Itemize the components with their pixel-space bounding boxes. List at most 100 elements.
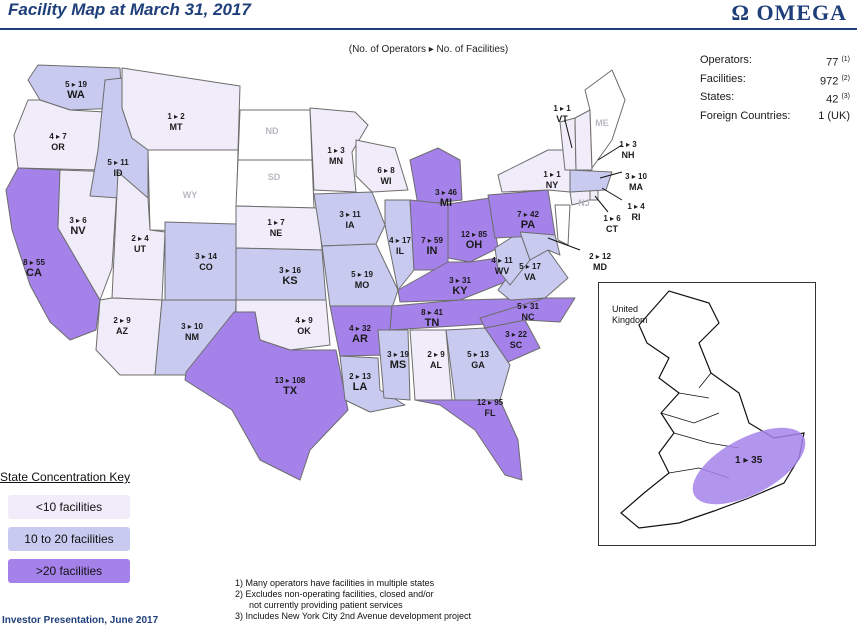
state-abbr: TN	[424, 317, 440, 329]
stat-label: States:	[700, 91, 735, 104]
state-abbr: CA	[26, 267, 42, 279]
state-abbr: OR	[51, 142, 65, 152]
state-label-nd: ND	[266, 126, 279, 136]
stat-value: 1 (UK)	[818, 109, 850, 122]
state-abbr: MO	[354, 280, 370, 290]
state-counts: 5 ▸ 13	[467, 350, 489, 359]
footnote-line: 2) Excludes non-operating facilities, cl…	[235, 589, 434, 599]
state-label-nh: 1 ▸ 3 NH	[619, 140, 636, 160]
state-abbr: TX	[282, 385, 298, 397]
state-counts: 3 ▸ 19	[387, 350, 409, 359]
state-counts: 4 ▸ 9	[295, 316, 313, 325]
state-label-id: 5 ▸ 11 ID	[107, 158, 128, 178]
state-label-vt: 1 ▸ 1 VT	[553, 104, 570, 124]
state-counts: 1 ▸ 3	[619, 140, 637, 149]
state-counts: 7 ▸ 42	[517, 210, 539, 219]
state-abbr: OH	[465, 239, 483, 251]
state-mt	[121, 67, 241, 151]
logo-text: OMEGA	[756, 0, 847, 25]
state-sd	[235, 159, 315, 209]
state-label-ma: 3 ▸ 10 MA	[625, 172, 647, 192]
state-counts: 3 ▸ 10	[625, 172, 647, 181]
state-abbr: RI	[631, 212, 641, 222]
state-abbr: WV	[494, 266, 510, 276]
stat-row: States: 42 (3)	[700, 89, 850, 108]
state-label-mn: 1 ▸ 3 MN	[327, 146, 344, 166]
state-abbr: SC	[509, 340, 523, 350]
state-counts: 3 ▸ 46	[435, 188, 457, 197]
state-label-nv: 3 ▸ 6 NV	[69, 216, 86, 237]
state-abbr: AR	[352, 333, 368, 345]
state-mn	[309, 107, 369, 193]
state-abbr: WY	[182, 190, 198, 200]
state-label-ar: 4 ▸ 32 AR	[349, 324, 371, 345]
state-abbr: MT	[169, 122, 183, 132]
state-abbr: SD	[267, 172, 281, 182]
state-counts: 5 ▸ 11	[107, 158, 129, 167]
state-label-ms: 3 ▸ 19 MS	[387, 350, 409, 371]
state-label-ny: 1 ▸ 1 NY	[543, 170, 560, 190]
state-abbr: WI	[380, 176, 392, 186]
uk-label: United Kingdom	[612, 304, 648, 325]
state-counts: 1 ▸ 1	[543, 170, 561, 179]
footnotes: 1) Many operators have facilities in mul…	[235, 578, 471, 622]
state-counts: 4 ▸ 32	[349, 324, 371, 333]
state-ga	[445, 327, 511, 401]
state-label-sc: 3 ▸ 22 SC	[505, 330, 527, 350]
state-label-wi: 6 ▸ 8 WI	[377, 166, 394, 186]
stat-label: Foreign Countries:	[700, 109, 791, 122]
state-label-ut: 2 ▸ 4 UT	[131, 234, 148, 254]
state-counts: 4 ▸ 17	[389, 236, 411, 245]
key-item-mid: 10 to 20 facilities	[8, 527, 130, 551]
state-abbr: AL	[429, 360, 442, 370]
state-abbr: MN	[328, 156, 343, 166]
state-abbr: MD	[593, 262, 607, 272]
state-counts: 2 ▸ 9	[427, 350, 445, 359]
state-abbr: NM	[185, 332, 199, 342]
state-counts: 2 ▸ 9	[113, 316, 131, 325]
state-label-wa: 5 ▸ 19 WA	[65, 80, 87, 101]
state-label-az: 2 ▸ 9 AZ	[113, 316, 130, 336]
state-abbr: IL	[396, 246, 404, 256]
state-label-co: 3 ▸ 14 CO	[195, 252, 217, 272]
state-label-va: 5 ▸ 17 VA	[519, 262, 541, 282]
state-ia	[313, 191, 386, 247]
state-abbr: IA	[345, 220, 355, 230]
northeast-arrows	[547, 119, 623, 251]
state-counts: 3 ▸ 31	[449, 276, 471, 285]
state-abbr: ID	[113, 168, 123, 178]
state-counts: 3 ▸ 22	[505, 330, 527, 339]
omega-logo: Ω OMEGA	[731, 0, 847, 25]
state-label-ne: 1 ▸ 7 NE	[267, 218, 284, 238]
state-abbr: NC	[521, 312, 535, 322]
state-label-al: 2 ▸ 9 AL	[427, 350, 444, 370]
state-abbr: CO	[199, 262, 213, 272]
state-abbr: IN	[426, 245, 438, 257]
state-label-pa: 7 ▸ 42 PA	[517, 210, 539, 231]
state-label-nj: NJ	[578, 198, 590, 208]
map-subtitle: (No. of Operators ▸ No. of Facilities)	[348, 44, 509, 55]
key-title: State Concentration Key	[0, 470, 131, 484]
state-label-ks: 3 ▸ 16 KS	[279, 266, 301, 287]
stat-value: 972 (2)	[820, 74, 850, 88]
state-label-oh: 12 ▸ 85 OH	[461, 230, 487, 251]
state-label-sd: SD	[268, 172, 281, 182]
footer-text: Investor Presentation, June 2017	[2, 615, 159, 626]
state-abbr: LA	[352, 381, 368, 393]
key-item-high: >20 facilities	[8, 559, 130, 583]
state-counts: 3 ▸ 14	[195, 252, 217, 261]
state-label-ok: 4 ▸ 9 OK	[295, 316, 312, 336]
state-label-me: ME	[595, 118, 609, 128]
state-nj	[554, 204, 571, 246]
state-label-mo: 5 ▸ 19 MO	[351, 270, 373, 290]
state-counts: 8 ▸ 41	[421, 308, 443, 317]
state-counts: 4 ▸ 7	[49, 132, 67, 141]
state-abbr: AZ	[115, 326, 128, 336]
state-abbr: ME	[595, 118, 609, 128]
state-abbr: WA	[67, 89, 85, 101]
state-abbr: MS	[389, 359, 407, 371]
state-abbr: NV	[70, 225, 86, 237]
state-wi	[355, 139, 409, 193]
state-counts: 1 ▸ 3	[327, 146, 345, 155]
